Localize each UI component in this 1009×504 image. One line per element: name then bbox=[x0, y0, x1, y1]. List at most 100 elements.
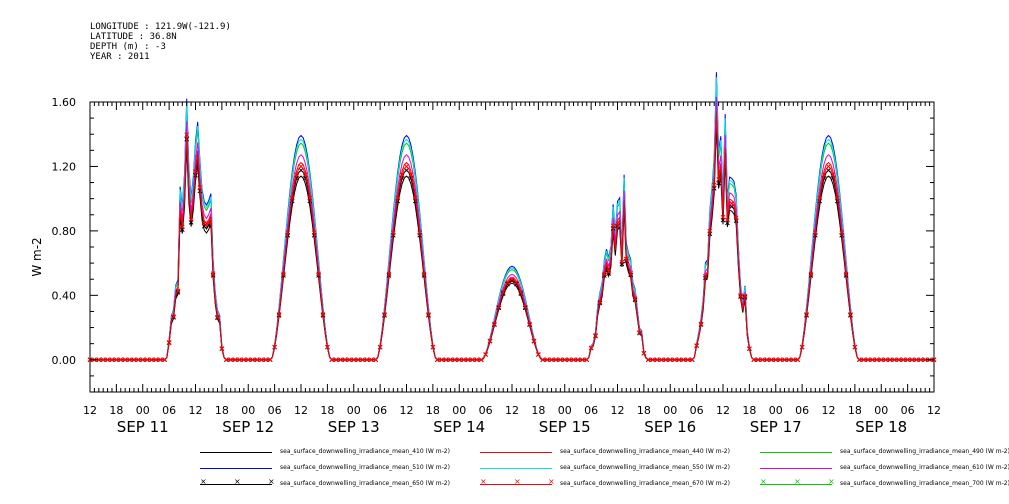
series-marker-7 bbox=[408, 172, 414, 177]
series-marker-7 bbox=[698, 321, 704, 327]
x-tick-label: 12 bbox=[505, 404, 519, 417]
legend-marker-icon: × bbox=[200, 477, 207, 486]
series-marker-7 bbox=[685, 357, 691, 363]
series-marker-7 bbox=[452, 357, 458, 363]
series-marker-7 bbox=[373, 357, 379, 363]
series-marker-7 bbox=[817, 195, 823, 201]
x-tick-label: 00 bbox=[663, 404, 677, 417]
series-marker-7 bbox=[597, 299, 603, 305]
series-marker-7 bbox=[276, 312, 282, 317]
series-marker-7 bbox=[390, 230, 396, 236]
series-layer bbox=[87, 72, 937, 363]
series-marker-7 bbox=[905, 357, 910, 363]
x-day-label: SEP 11 bbox=[117, 418, 169, 436]
series-marker-7 bbox=[351, 357, 357, 363]
series-marker-7 bbox=[470, 357, 475, 363]
series-marker-7 bbox=[575, 357, 581, 363]
series-marker-7 bbox=[672, 357, 677, 363]
x-tick-label: 12 bbox=[822, 404, 836, 417]
series-marker-7 bbox=[307, 195, 313, 201]
metadata-year: YEAR : 2011 bbox=[90, 52, 150, 62]
series-marker-7 bbox=[729, 201, 735, 206]
axis-layer: 1.60 1.20 0.80 0.40 0.00 12 18 00 06 12 18 00 06 12 18… bbox=[52, 96, 942, 436]
series-marker-7 bbox=[347, 357, 352, 363]
series-marker-7 bbox=[254, 357, 260, 363]
series-marker-7 bbox=[333, 357, 339, 363]
metadata-block: LONGITUDE : 121.9W(-121.9) LATITUDE : 36… bbox=[90, 22, 231, 62]
legend-swatch bbox=[200, 452, 272, 453]
series-marker-7 bbox=[281, 271, 286, 277]
series-marker-7 bbox=[843, 271, 849, 277]
x-tick-label: 00 bbox=[136, 404, 150, 417]
x-tick-label: 06 bbox=[795, 404, 809, 417]
series-line-7 bbox=[90, 111, 934, 361]
series-marker-7 bbox=[663, 357, 669, 363]
y-tick-label: 1.60 bbox=[52, 96, 77, 109]
x-tick-label: 00 bbox=[558, 404, 572, 417]
x-tick-label: 00 bbox=[347, 404, 361, 417]
series-marker-7 bbox=[531, 338, 537, 344]
series-marker-7 bbox=[149, 357, 154, 363]
series-marker-7 bbox=[426, 312, 431, 317]
series-marker-7 bbox=[900, 357, 906, 363]
series-marker-7 bbox=[140, 357, 146, 363]
series-marker-7 bbox=[298, 164, 304, 169]
series-marker-7 bbox=[364, 357, 370, 363]
series-marker-7 bbox=[527, 321, 532, 327]
series-marker-7 bbox=[500, 289, 506, 295]
legend-marker-icon: × bbox=[268, 477, 275, 486]
series-marker-7 bbox=[628, 270, 634, 276]
legend-swatch bbox=[760, 452, 832, 453]
series-marker-7 bbox=[320, 312, 326, 317]
series-marker-7 bbox=[417, 230, 423, 236]
series-marker-7 bbox=[289, 195, 295, 201]
series-marker-7 bbox=[368, 357, 374, 363]
series-marker-7 bbox=[219, 346, 225, 351]
series-marker-7 bbox=[285, 230, 291, 236]
x-tick-label: 18 bbox=[531, 404, 545, 417]
legend-swatch bbox=[200, 468, 272, 469]
legend-swatch bbox=[760, 484, 832, 485]
series-marker-7 bbox=[615, 220, 620, 226]
legend-marker-icon: × bbox=[480, 477, 487, 486]
series-marker-7 bbox=[483, 352, 488, 357]
legend-swatch bbox=[200, 484, 272, 485]
series-marker-7 bbox=[790, 357, 796, 363]
series-marker-7 bbox=[601, 271, 607, 277]
series-marker-7 bbox=[228, 357, 234, 363]
series-marker-7 bbox=[738, 293, 743, 298]
x-tick-label: 06 bbox=[373, 404, 387, 417]
series-marker-7 bbox=[914, 357, 919, 363]
series-marker-7 bbox=[870, 357, 875, 363]
series-marker-7 bbox=[544, 357, 550, 363]
series-marker-7 bbox=[650, 357, 656, 363]
series-marker-7 bbox=[549, 357, 554, 363]
series-marker-7 bbox=[764, 357, 770, 363]
legend-label: sea_surface_downwelling_irradiance_mean_… bbox=[280, 448, 450, 455]
x-tick-label: 12 bbox=[400, 404, 414, 417]
series-marker-7 bbox=[241, 357, 247, 363]
x-tick-label: 06 bbox=[479, 404, 493, 417]
series-marker-7 bbox=[637, 330, 642, 335]
series-marker-7 bbox=[509, 276, 515, 282]
x-tick-label: 18 bbox=[426, 404, 440, 417]
series-marker-7 bbox=[593, 333, 598, 338]
series-marker-7 bbox=[259, 357, 264, 363]
series-marker-7 bbox=[179, 224, 185, 230]
series-marker-7 bbox=[861, 357, 867, 363]
series-marker-7 bbox=[909, 357, 915, 363]
series-marker-7 bbox=[848, 312, 853, 317]
series-marker-7 bbox=[267, 357, 273, 363]
series-line-0 bbox=[90, 124, 934, 361]
legend-label: sea_surface_downwelling_irradiance_mean_… bbox=[560, 480, 730, 487]
plot-border bbox=[89, 101, 935, 393]
series-marker-7 bbox=[206, 220, 212, 226]
series-marker-7 bbox=[153, 357, 159, 363]
series-marker-7 bbox=[118, 357, 124, 363]
series-marker-7 bbox=[105, 357, 110, 363]
series-marker-7 bbox=[114, 357, 119, 363]
x-tick-label: 18 bbox=[848, 404, 862, 417]
series-marker-7 bbox=[856, 357, 862, 363]
x-tick-label: 00 bbox=[874, 404, 888, 417]
y-tick-label: 0.00 bbox=[52, 354, 77, 367]
